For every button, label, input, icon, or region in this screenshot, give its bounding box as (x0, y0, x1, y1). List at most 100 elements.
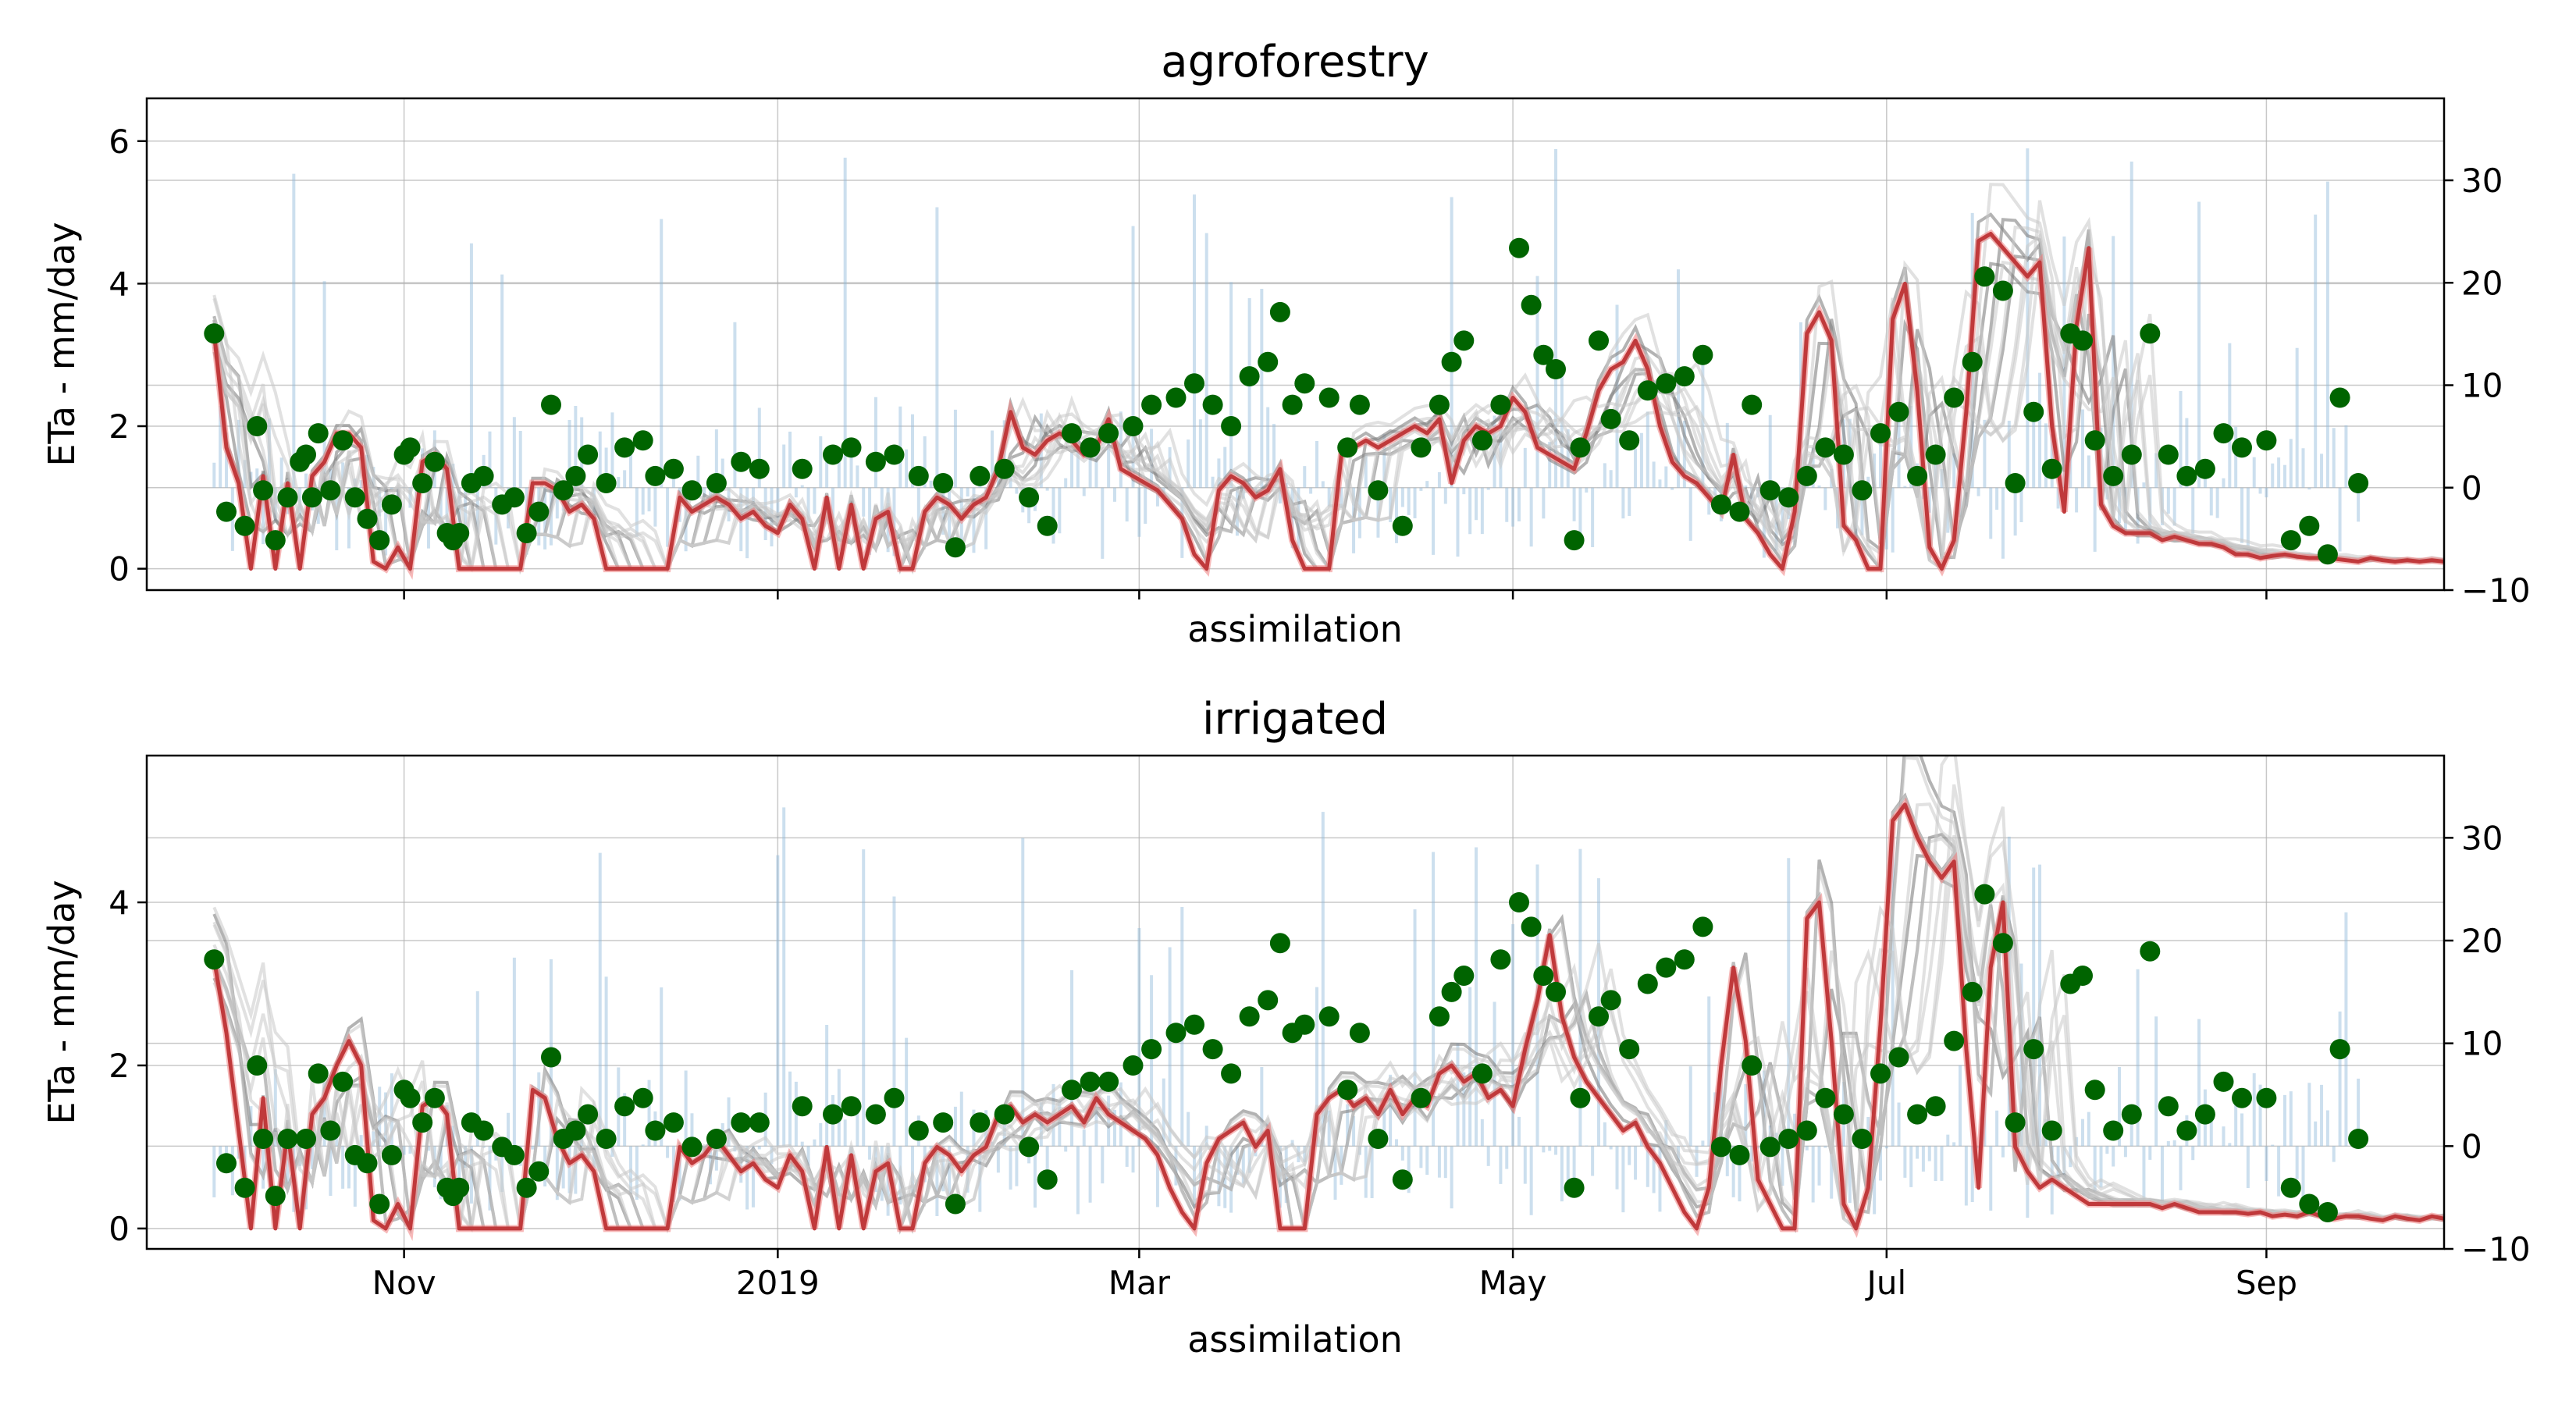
observed-point (1796, 1120, 1817, 1141)
observed-point (1294, 373, 1315, 394)
observed-point (1258, 351, 1279, 372)
observed-point (1992, 933, 2013, 954)
agroforestry-panel: 0 2 4 6 −10 0 10 20 30 agroforestry assimilatio… (41, 37, 2531, 650)
observed-point (2280, 1177, 2301, 1198)
observed-point (1759, 1136, 1781, 1158)
observed-point (2194, 458, 2215, 479)
observed-point (503, 1144, 525, 1165)
observed-point (706, 1129, 727, 1149)
observed-point (1637, 380, 1658, 401)
observed-point (2073, 330, 2093, 351)
observed-point (2176, 465, 2197, 486)
observed-point (1411, 437, 1432, 458)
observed-point (2005, 473, 2026, 493)
observed-point (1080, 437, 1101, 458)
observed-point (216, 501, 237, 522)
x-tick-label: Nov (372, 1264, 436, 1302)
observed-point (596, 1129, 617, 1149)
observed-point (253, 1129, 274, 1149)
observed-point (1674, 366, 1695, 387)
observed-point (2213, 423, 2234, 444)
observed-point (1098, 1071, 1119, 1092)
observed-point (994, 1104, 1015, 1125)
observed-point (1453, 966, 1475, 986)
observed-point (1962, 981, 1983, 1002)
observed-point (204, 323, 225, 344)
observed-point (1318, 1006, 1340, 1027)
observed-point (1888, 1047, 1909, 1068)
observed-point (1564, 530, 1585, 551)
observed-point (1589, 330, 1609, 351)
observed-point (841, 437, 862, 458)
observed-point (994, 458, 1015, 479)
observed-point (1453, 330, 1475, 351)
observed-point (1441, 981, 1462, 1002)
observed-point (2103, 1120, 2124, 1141)
observed-point (1778, 1129, 1799, 1149)
observed-point (1888, 401, 1909, 422)
observed-point (412, 473, 433, 493)
y-tick-label: 4 (109, 265, 130, 303)
observed-point (1521, 916, 1542, 937)
observed-point (320, 480, 341, 501)
observed-point (301, 487, 322, 508)
observed-point (1729, 1144, 1750, 1165)
observed-point (1019, 1136, 1040, 1158)
x-tick-label: May (1479, 1264, 1547, 1302)
observed-point (884, 444, 905, 465)
observed-point (2317, 1202, 2338, 1222)
observed-point (1796, 465, 1817, 486)
observed-point (1992, 280, 2013, 301)
observed-point (1019, 487, 1040, 508)
observed-point (1600, 408, 1621, 429)
observed-point (1546, 359, 1566, 379)
observed-point (1471, 1063, 1493, 1084)
observed-point (2140, 941, 2161, 962)
observed-point (2232, 437, 2252, 458)
observed-point (1429, 394, 1450, 415)
observed-point (578, 1104, 599, 1125)
observed-point (1080, 1071, 1101, 1092)
observed-point (1974, 884, 1995, 905)
observed-point (216, 1153, 237, 1174)
observed-point (632, 430, 653, 451)
observed-point (2023, 1039, 2044, 1060)
observed-point (1852, 1129, 1873, 1149)
observed-point (841, 1096, 862, 1117)
observed-point (2256, 1087, 2277, 1108)
observed-point (528, 501, 550, 522)
observed-point (1037, 1169, 1058, 1190)
observed-point (1925, 1096, 1946, 1117)
observed-point (1141, 394, 1162, 415)
observed-point (884, 1087, 905, 1108)
observed-point (1852, 480, 1873, 501)
observed-point (1490, 949, 1511, 970)
observed-point (400, 1087, 421, 1108)
observed-point (381, 1144, 402, 1165)
observed-point (1368, 480, 1389, 501)
irrigated-panel: 0 2 4 −10 0 10 20 30 Nov 2019 Mar May Jul Sep irrig… (41, 694, 2531, 1361)
observed-point (1533, 966, 1554, 986)
observed-point (865, 451, 886, 472)
observed-point (516, 1177, 537, 1198)
observed-point (381, 494, 402, 515)
observed-point (908, 1120, 929, 1141)
observed-point (2005, 1112, 2026, 1133)
observed-point (1337, 1080, 1358, 1101)
y2-tick-label: 10 (2461, 1025, 2503, 1063)
observed-point (681, 480, 703, 501)
observed-point (412, 1112, 433, 1133)
observed-point (204, 949, 225, 970)
observed-point (1490, 394, 1511, 415)
observed-point (333, 1071, 354, 1092)
y-tick-label: 2 (109, 1047, 130, 1085)
observed-point (596, 473, 617, 493)
observed-point (706, 473, 727, 493)
observed-point (1692, 344, 1713, 365)
observed-point (945, 537, 966, 558)
observed-point (357, 508, 378, 529)
observed-point (2121, 1104, 2142, 1125)
observed-point (1141, 1039, 1162, 1060)
observed-point (908, 465, 929, 486)
